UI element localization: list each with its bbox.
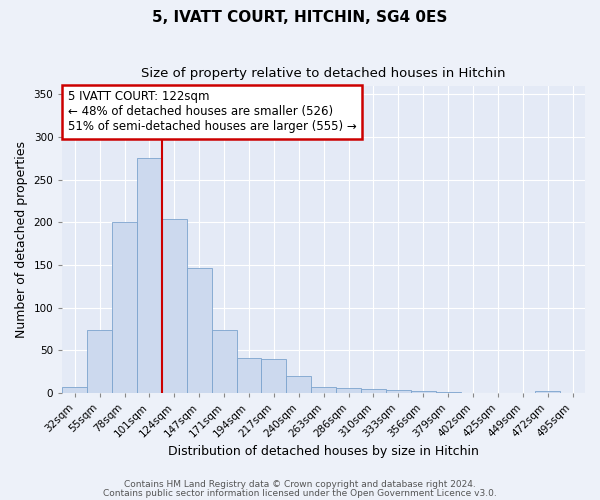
Bar [212, 330, 236, 393]
Bar [236, 358, 262, 393]
Bar [436, 392, 461, 393]
X-axis label: Distribution of detached houses by size in Hitchin: Distribution of detached houses by size … [168, 444, 479, 458]
Bar [386, 390, 411, 393]
Bar [112, 222, 137, 393]
Text: 5, IVATT COURT, HITCHIN, SG4 0ES: 5, IVATT COURT, HITCHIN, SG4 0ES [152, 10, 448, 25]
Bar [286, 376, 311, 393]
Bar [262, 359, 286, 393]
Y-axis label: Number of detached properties: Number of detached properties [15, 141, 28, 338]
Bar [311, 387, 336, 393]
Bar [361, 389, 386, 393]
Bar [535, 392, 560, 393]
Text: Contains HM Land Registry data © Crown copyright and database right 2024.: Contains HM Land Registry data © Crown c… [124, 480, 476, 489]
Bar [87, 330, 112, 393]
Bar [162, 219, 187, 393]
Bar [137, 158, 162, 393]
Bar [62, 387, 87, 393]
Bar [411, 392, 436, 393]
Text: Contains public sector information licensed under the Open Government Licence v3: Contains public sector information licen… [103, 488, 497, 498]
Text: 5 IVATT COURT: 122sqm
← 48% of detached houses are smaller (526)
51% of semi-det: 5 IVATT COURT: 122sqm ← 48% of detached … [68, 90, 356, 134]
Title: Size of property relative to detached houses in Hitchin: Size of property relative to detached ho… [142, 68, 506, 80]
Bar [336, 388, 361, 393]
Bar [187, 268, 212, 393]
